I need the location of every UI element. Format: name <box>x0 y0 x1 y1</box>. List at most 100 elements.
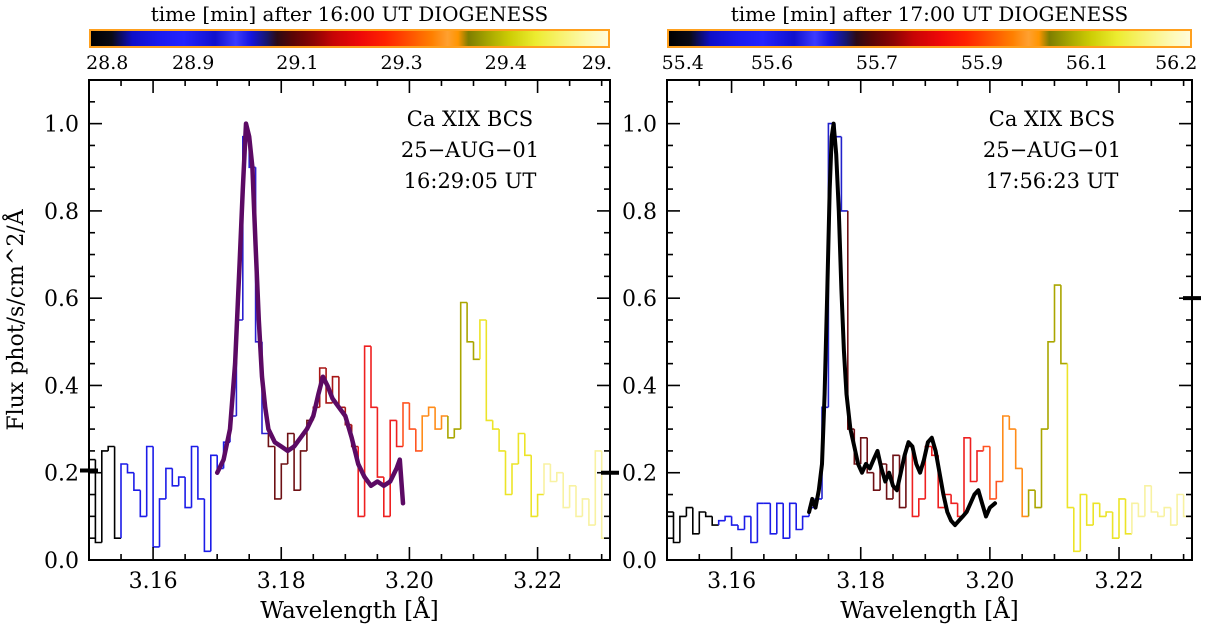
histogram-bin <box>1131 502 1139 534</box>
histogram-bin <box>672 512 680 544</box>
histogram-bin <box>459 301 468 430</box>
colorbar-tick-label: 55.4 <box>661 52 704 74</box>
y-tick-label: 0.4 <box>44 374 79 399</box>
colorbar-tick-label: 28.8 <box>86 52 129 74</box>
histogram-bin <box>466 302 474 343</box>
histogram-bin <box>730 516 738 526</box>
histogram-bin <box>1111 512 1119 539</box>
histogram-bin <box>1098 503 1107 518</box>
histogram-bin <box>536 493 544 517</box>
histogram-bin <box>1008 416 1016 430</box>
histogram-bin <box>1053 284 1061 342</box>
histogram <box>89 135 609 553</box>
histogram-bin <box>776 502 784 534</box>
histogram-bin <box>504 450 512 496</box>
histogram-bin <box>543 463 551 495</box>
histogram-bin <box>756 502 764 543</box>
x-tick-label: 3.22 <box>513 569 562 594</box>
histogram-bin <box>562 472 570 509</box>
histogram-bin <box>415 429 423 452</box>
histogram-bin <box>704 512 713 518</box>
histogram-bin <box>1047 341 1055 430</box>
histogram-bin <box>447 416 455 439</box>
histogram-bin <box>905 445 913 508</box>
histogram-bin <box>280 463 288 499</box>
histogram-bin <box>1060 285 1068 365</box>
histogram-bin <box>472 341 480 361</box>
histogram-bin <box>737 525 745 531</box>
histogram-bin <box>389 419 397 517</box>
histogram-bin <box>210 454 218 552</box>
x-tick-label: 3.20 <box>965 569 1014 594</box>
histogram-bin <box>950 494 958 505</box>
axis-ticks <box>666 79 1192 561</box>
histogram-bin <box>795 503 803 531</box>
right-spectrum-plot: 3.16 3.18 3.20 3.22 0.0 0.2 0.4 0.6 0.8 1.0 Wavele… <box>622 79 1201 624</box>
histogram-bin <box>1176 493 1184 526</box>
axis-tick-labels: 3.16 3.18 3.20 3.22 0.0 0.2 0.4 0.6 0.8 1.0 <box>622 113 1144 594</box>
histogram-bin <box>982 445 990 451</box>
histogram-bin <box>1124 498 1132 535</box>
histogram-bin <box>293 433 301 491</box>
y-tick-label: 0.6 <box>44 287 79 312</box>
overlay-curve <box>807 121 997 528</box>
histogram-bin <box>1105 511 1113 517</box>
histogram-bin <box>1002 415 1010 482</box>
x-axis-label: Wavelength [Å] <box>840 596 1018 624</box>
histogram-bin <box>299 450 307 491</box>
histogram-bin <box>94 459 102 544</box>
annotation-text: Ca XIX BCS 25−AUG−01 17:56:23 UT <box>983 107 1121 193</box>
histogram-bin <box>498 429 506 452</box>
y-tick-label: 0.2 <box>622 462 657 487</box>
histogram-bin <box>581 498 589 517</box>
histogram-bin <box>479 319 487 360</box>
histogram-bin <box>840 136 848 212</box>
histogram-bin <box>421 415 429 451</box>
histogram-bin <box>743 515 751 530</box>
histogram-bin <box>395 420 403 448</box>
left-colorbar <box>89 29 610 48</box>
histogram-bin <box>171 468 179 487</box>
histogram-bin <box>1085 494 1094 526</box>
histogram-bin <box>692 507 700 535</box>
histogram-bin <box>363 345 371 517</box>
histogram-bin <box>1118 498 1126 539</box>
histogram-bin <box>918 498 926 517</box>
histogram-bin <box>989 446 997 500</box>
histogram-bin <box>1021 468 1029 518</box>
x-tick-label: 3.16 <box>707 569 756 594</box>
histogram-bin <box>434 407 442 430</box>
histogram-bin <box>969 437 977 483</box>
histogram-bin <box>197 446 205 500</box>
y-tick-label: 0.6 <box>622 287 657 312</box>
y-tick-label: 0.0 <box>44 549 79 574</box>
histogram-bin <box>1163 506 1171 517</box>
overlay-curve <box>214 121 406 506</box>
histogram-bin <box>1169 507 1178 526</box>
right-colorbar-title: time [min] after 17:00 UT DIOGENESS <box>730 2 1129 26</box>
histogram-bin <box>1079 493 1087 552</box>
colorbar-tick-label: 56.2 <box>1155 52 1198 74</box>
colorbar-tick-label: 29.4 <box>484 52 527 74</box>
histogram-bin <box>859 437 868 464</box>
x-tick-label: 3.16 <box>129 569 178 594</box>
histogram-bin <box>788 502 797 539</box>
colorbar-tick-label: 29.3 <box>380 52 423 74</box>
histogram-bin <box>769 503 777 535</box>
histogram-bin <box>152 446 160 548</box>
colorbar-tick-label: 29. <box>581 52 613 74</box>
y-tick-label: 0.8 <box>44 200 79 225</box>
histogram-bin <box>1182 494 1191 518</box>
annotation-text: Ca XIX BCS 25−AUG−01 16:29:05 UT <box>401 107 539 193</box>
histogram-bin <box>1027 489 1036 517</box>
histogram-bin <box>685 506 693 517</box>
histogram-bin <box>101 450 109 543</box>
histogram-bin <box>440 415 448 430</box>
histogram-bin <box>568 485 576 508</box>
histogram-bin <box>120 463 128 539</box>
histogram-bin <box>511 463 519 495</box>
histogram-bin <box>1150 485 1158 513</box>
histogram-bin <box>717 519 726 526</box>
histogram-bin <box>177 476 186 486</box>
y-tick-label: 0.0 <box>622 549 657 574</box>
